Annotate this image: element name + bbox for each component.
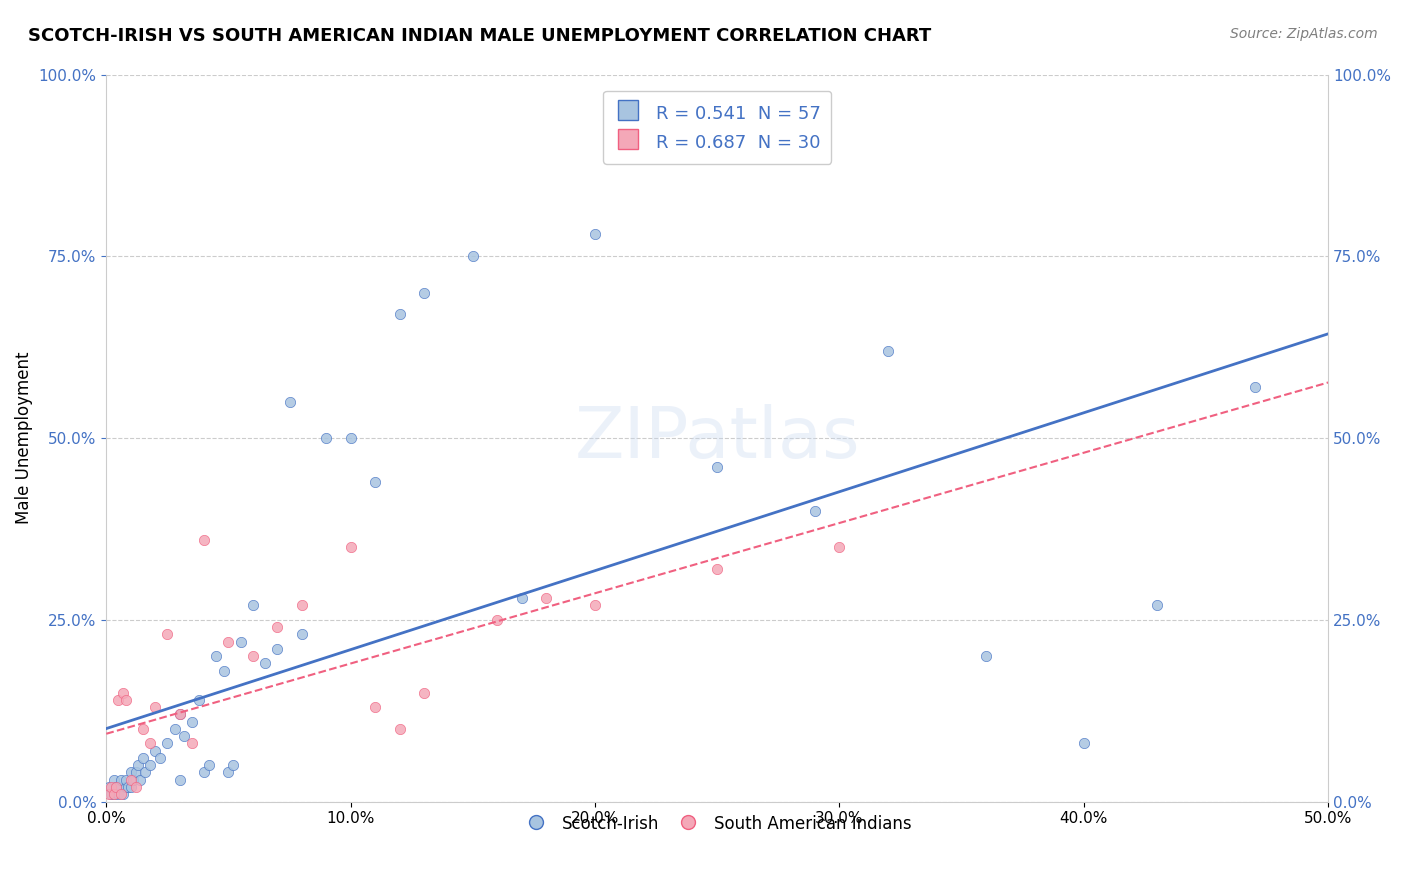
Point bbox=[242, 649, 264, 664]
Point bbox=[583, 227, 606, 242]
Point bbox=[143, 700, 166, 714]
Point bbox=[112, 787, 135, 801]
Point bbox=[266, 641, 288, 656]
Point bbox=[97, 780, 120, 794]
Point bbox=[114, 693, 136, 707]
Point bbox=[217, 765, 239, 780]
Point bbox=[169, 707, 191, 722]
Point bbox=[828, 540, 851, 554]
Point bbox=[534, 591, 557, 605]
Point bbox=[486, 613, 509, 627]
Point bbox=[139, 758, 162, 772]
Point bbox=[120, 780, 142, 794]
Point bbox=[291, 627, 314, 641]
Point bbox=[242, 599, 264, 613]
Point bbox=[1243, 380, 1265, 394]
Point bbox=[461, 249, 484, 263]
Point bbox=[156, 736, 179, 750]
Point bbox=[105, 780, 128, 794]
Point bbox=[193, 533, 215, 547]
Point bbox=[127, 758, 149, 772]
Point bbox=[510, 591, 533, 605]
Point bbox=[364, 475, 387, 489]
Point bbox=[974, 649, 997, 664]
Point bbox=[706, 562, 728, 576]
Point bbox=[163, 722, 186, 736]
Point bbox=[339, 431, 361, 445]
Point bbox=[110, 772, 132, 787]
Point bbox=[339, 540, 361, 554]
Point bbox=[706, 460, 728, 475]
Point bbox=[100, 787, 122, 801]
Point bbox=[114, 780, 136, 794]
Point bbox=[266, 620, 288, 634]
Point bbox=[112, 685, 135, 699]
Point bbox=[100, 780, 122, 794]
Point bbox=[217, 634, 239, 648]
Point bbox=[122, 772, 145, 787]
Point bbox=[97, 787, 120, 801]
Point bbox=[156, 627, 179, 641]
Point bbox=[120, 765, 142, 780]
Point bbox=[129, 772, 152, 787]
Point bbox=[180, 736, 202, 750]
Point bbox=[1073, 736, 1095, 750]
Point bbox=[212, 664, 235, 678]
Point bbox=[413, 685, 436, 699]
Point bbox=[139, 736, 162, 750]
Point bbox=[205, 649, 228, 664]
Point bbox=[188, 693, 211, 707]
Point bbox=[105, 780, 128, 794]
Point bbox=[169, 772, 191, 787]
Point bbox=[254, 657, 277, 671]
Point bbox=[173, 729, 195, 743]
Point bbox=[169, 707, 191, 722]
Point bbox=[114, 772, 136, 787]
Point bbox=[364, 700, 387, 714]
Point bbox=[107, 780, 129, 794]
Text: ZIPatlas: ZIPatlas bbox=[575, 403, 860, 473]
Point bbox=[107, 787, 129, 801]
Point bbox=[103, 787, 125, 801]
Text: SCOTCH-IRISH VS SOUTH AMERICAN INDIAN MALE UNEMPLOYMENT CORRELATION CHART: SCOTCH-IRISH VS SOUTH AMERICAN INDIAN MA… bbox=[28, 27, 931, 45]
Point bbox=[132, 722, 155, 736]
Point bbox=[134, 765, 156, 780]
Text: Source: ZipAtlas.com: Source: ZipAtlas.com bbox=[1230, 27, 1378, 41]
Point bbox=[124, 780, 146, 794]
Point bbox=[198, 758, 221, 772]
Point bbox=[132, 751, 155, 765]
Point bbox=[117, 780, 139, 794]
Point bbox=[103, 772, 125, 787]
Point bbox=[107, 693, 129, 707]
Point bbox=[278, 394, 301, 409]
Point bbox=[315, 431, 337, 445]
Point bbox=[149, 751, 172, 765]
Point bbox=[877, 343, 900, 358]
Point bbox=[413, 285, 436, 300]
Point bbox=[583, 599, 606, 613]
Point bbox=[103, 787, 125, 801]
Point bbox=[291, 599, 314, 613]
Legend: Scotch-Irish, South American Indians: Scotch-Irish, South American Indians bbox=[513, 804, 921, 844]
Point bbox=[110, 787, 132, 801]
Point bbox=[193, 765, 215, 780]
Point bbox=[229, 634, 252, 648]
Point bbox=[124, 765, 146, 780]
Point bbox=[804, 504, 827, 518]
Point bbox=[388, 308, 411, 322]
Point bbox=[388, 722, 411, 736]
Point bbox=[120, 772, 142, 787]
Point bbox=[143, 744, 166, 758]
Point bbox=[180, 714, 202, 729]
Y-axis label: Male Unemployment: Male Unemployment bbox=[15, 351, 32, 524]
Point bbox=[1146, 599, 1168, 613]
Point bbox=[222, 758, 245, 772]
